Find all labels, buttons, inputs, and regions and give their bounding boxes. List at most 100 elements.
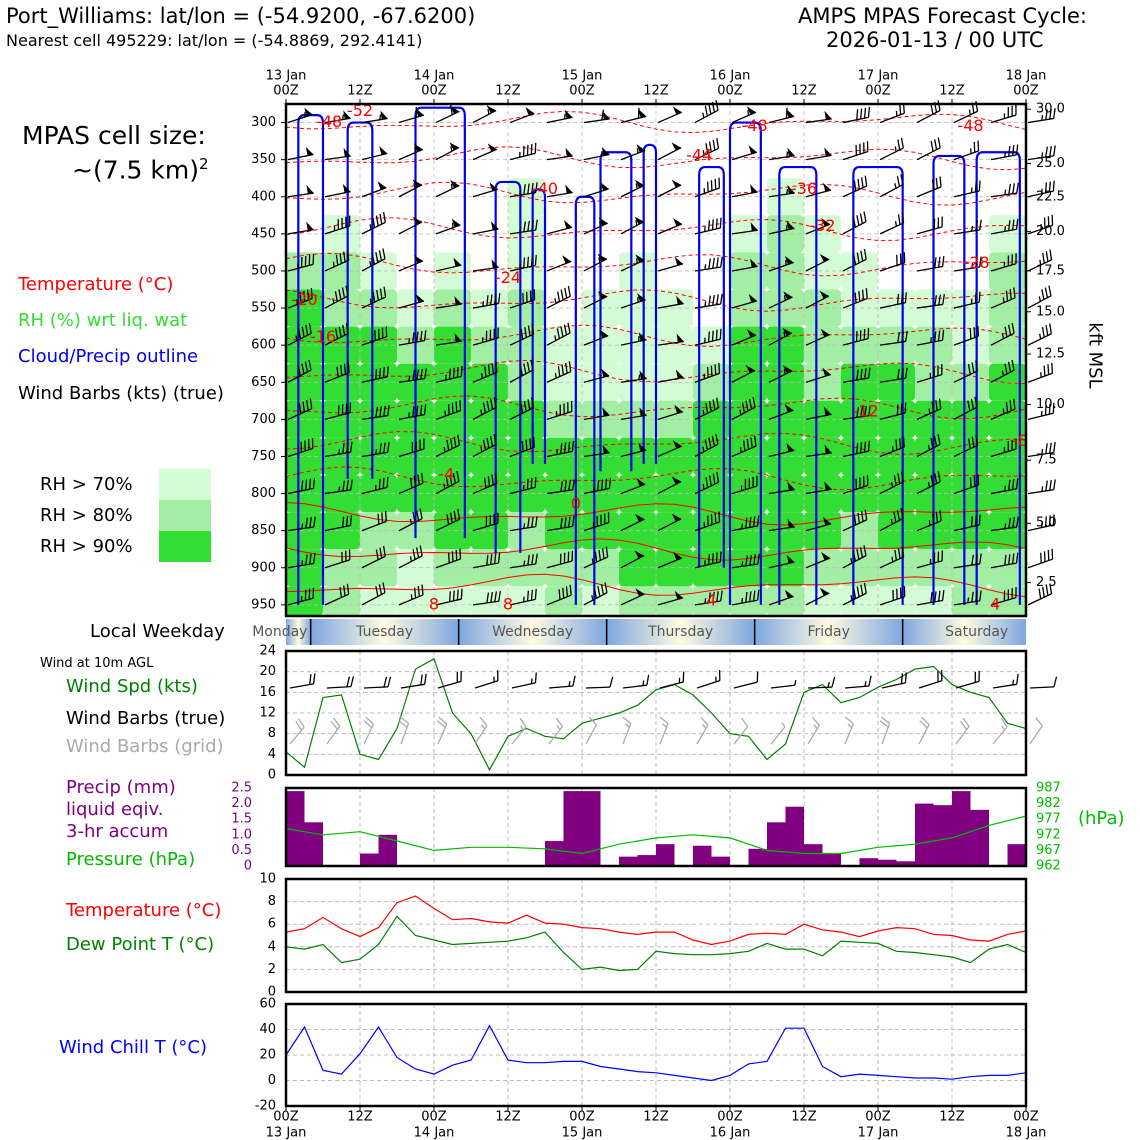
barb-staff xyxy=(953,335,979,346)
isotherm-label: -44 xyxy=(686,145,712,164)
barb-full xyxy=(899,587,902,598)
barb-full xyxy=(973,141,976,153)
wind-barb xyxy=(953,360,979,383)
barb-pennant xyxy=(786,554,795,564)
barb-full xyxy=(1000,718,1008,728)
barb-half xyxy=(599,221,602,227)
barb-half xyxy=(739,447,742,453)
wind-barb xyxy=(879,331,908,346)
barb-staff xyxy=(694,109,719,124)
barb-staff xyxy=(990,114,1017,124)
barb-staff xyxy=(546,525,573,532)
barb-half xyxy=(894,183,897,189)
barb-half xyxy=(1004,523,1007,529)
wind-barb xyxy=(842,367,871,383)
barb-staff xyxy=(509,299,535,309)
barb-staff xyxy=(990,332,1015,346)
barb-full xyxy=(342,443,345,454)
cloud-outline xyxy=(975,151,1021,605)
barb-half xyxy=(1041,522,1043,528)
weekday-cell xyxy=(310,619,459,645)
barb-full xyxy=(831,676,836,688)
precip-label-2: liquid eqiv. xyxy=(66,799,164,820)
barb-full xyxy=(377,513,380,525)
barb-staff xyxy=(546,155,573,161)
pressure-tick-label: 650 xyxy=(251,375,276,390)
barb-full xyxy=(708,554,711,565)
wind-barb xyxy=(731,553,760,569)
wind-barb xyxy=(953,434,979,458)
wind-barb xyxy=(879,292,907,309)
barb-full xyxy=(449,104,453,115)
barb-full xyxy=(716,137,720,149)
barb-full xyxy=(479,717,488,726)
wind-barb xyxy=(768,589,794,606)
barb-staff xyxy=(324,259,349,272)
barb-full xyxy=(383,442,386,454)
barb-full xyxy=(387,676,392,688)
barb-half xyxy=(304,111,306,118)
barb-half xyxy=(301,523,304,529)
isotherm-label: -8 xyxy=(1012,431,1028,450)
precip-label-3: 3-hr accum xyxy=(66,821,169,842)
chill-tick-label: 20 xyxy=(259,1048,276,1063)
barb-full xyxy=(935,177,938,189)
barb-full xyxy=(557,291,561,302)
barb-full xyxy=(864,368,867,379)
barb-half xyxy=(895,110,898,117)
barb-staff xyxy=(583,452,610,458)
barb-full xyxy=(853,588,857,599)
wind-barb xyxy=(509,516,538,532)
barb-half xyxy=(704,598,707,604)
barb-staff xyxy=(1029,725,1043,745)
precip-bar xyxy=(822,853,841,866)
true-wind-barb xyxy=(733,671,759,689)
wind-barb xyxy=(546,184,573,198)
barb-half xyxy=(1040,372,1042,378)
barb-full xyxy=(811,717,820,726)
barb-full xyxy=(1008,145,1011,157)
barb-staff xyxy=(324,225,350,235)
barb-half xyxy=(850,557,853,564)
barb-full xyxy=(420,368,424,380)
barb-full xyxy=(415,440,417,452)
precip-bar xyxy=(878,859,897,866)
barb-full xyxy=(330,720,338,730)
rh-cell xyxy=(434,400,471,438)
barb-full xyxy=(975,554,978,565)
barb-full xyxy=(593,587,598,599)
barb-staff xyxy=(768,595,794,606)
barb-staff xyxy=(879,446,905,458)
barb-pennant xyxy=(454,296,462,306)
barb-staff xyxy=(657,111,683,124)
wind-barb xyxy=(768,184,795,198)
barb-full xyxy=(308,439,310,450)
wind-barb xyxy=(1027,214,1054,235)
barb-full xyxy=(896,293,900,305)
barb-full xyxy=(637,107,640,119)
barb-staff xyxy=(657,302,684,309)
barb-full xyxy=(978,291,981,303)
barb-staff xyxy=(324,372,350,383)
barb-staff xyxy=(953,150,979,161)
temperature-line xyxy=(285,895,1027,946)
barb-half xyxy=(332,261,335,267)
barb-full xyxy=(938,294,942,306)
barb-staff xyxy=(472,562,499,569)
temp-tick-label: 10 xyxy=(259,872,276,887)
wind-barb xyxy=(1027,583,1053,606)
wind-barb xyxy=(435,104,460,124)
barb-staff xyxy=(509,525,536,532)
barb-full xyxy=(419,545,423,557)
rh-cell xyxy=(545,363,582,401)
barb-full xyxy=(1051,548,1054,560)
barb-full xyxy=(335,254,339,266)
barb-full xyxy=(346,480,349,491)
barb-full xyxy=(1012,517,1016,528)
wind-barb xyxy=(805,481,832,495)
barb-full xyxy=(856,109,859,120)
barb-half xyxy=(523,560,526,566)
barb-full xyxy=(708,437,712,449)
wind-barb xyxy=(731,258,758,272)
barb-staff xyxy=(953,229,980,235)
